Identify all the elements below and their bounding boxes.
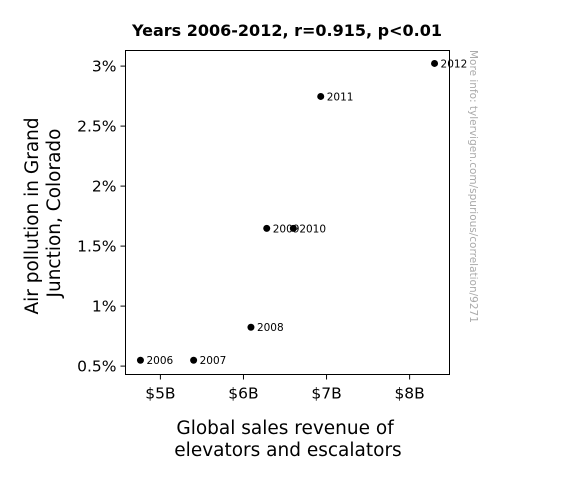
watermark-text: More info: tylervigen.com/spurious/corre… [467, 50, 479, 323]
y-tick-label: 2.5% [77, 118, 116, 136]
data-point-2009 [263, 224, 271, 232]
data-point-2007 [190, 356, 198, 364]
point-label-2011: 2011 [327, 91, 354, 103]
y-axis-ticks: 0.5% 1% 1.5% 2% 2.5% 3% [77, 58, 126, 376]
x-tick-label: $8B [394, 385, 424, 403]
chart-title: Years 2006-2012, r=0.915, p<0.01 [131, 21, 442, 40]
data-point-2011 [317, 92, 325, 100]
y-tick-label: 1.5% [77, 238, 116, 256]
x-axis-ticks: $5B $6B $7B $8B [145, 374, 425, 403]
plot-frame [125, 50, 450, 375]
y-tick-label: 3% [92, 58, 117, 76]
point-label-2007: 2007 [200, 355, 227, 367]
point-label-2012: 2012 [441, 58, 468, 70]
x-tick-label: $5B [145, 385, 175, 403]
data-point-2012 [431, 59, 439, 67]
y-axis-label-line-2: Junction, Colorado [44, 129, 65, 299]
data-point-2008 [247, 323, 255, 331]
y-tick-label: 2% [92, 178, 117, 196]
x-tick-label: $6B [228, 385, 258, 403]
y-axis-label-line-1: Air pollution in Grand [22, 117, 43, 314]
point-label-2010: 2010 [299, 223, 326, 235]
data-point-2006 [136, 356, 144, 364]
x-axis-label-line-1: Global sales revenue of [176, 418, 394, 439]
y-tick-label: 1% [92, 298, 117, 316]
x-axis-label-line-2: elevators and escalators [174, 440, 401, 461]
x-axis-label: Global sales revenue of elevators and es… [174, 418, 401, 461]
plot-area [125, 50, 450, 375]
y-axis-label: Air pollution in Grand Junction, Colorad… [22, 111, 65, 314]
data-point-2010 [289, 224, 297, 232]
x-tick-label: $7B [311, 385, 341, 403]
point-label-2006: 2006 [146, 355, 173, 367]
y-tick-label: 0.5% [77, 358, 116, 376]
point-label-2008: 2008 [257, 322, 284, 334]
